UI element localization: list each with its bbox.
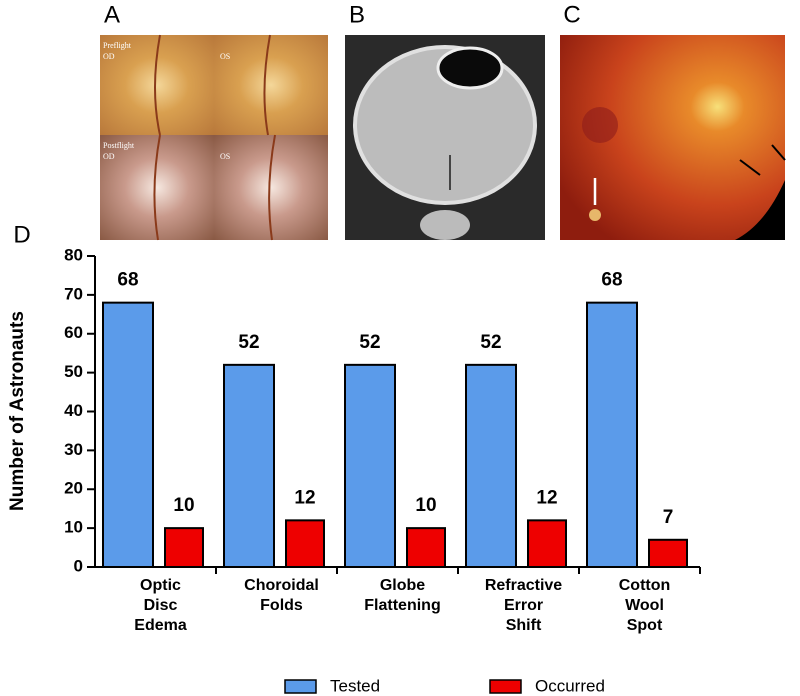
bar	[344, 363, 396, 568]
panel-b-image	[345, 35, 545, 240]
image-text: OD	[103, 152, 115, 161]
bar	[164, 527, 204, 568]
y-tick-label: 50	[64, 362, 83, 381]
x-tick-label: Cotton	[619, 577, 671, 594]
data-label: 12	[536, 487, 557, 508]
x-tick-label: Flattening	[364, 597, 440, 614]
legend-label: Occurred	[535, 676, 605, 695]
panel-label: B	[349, 1, 365, 28]
panel-a-image	[100, 34, 328, 241]
x-tick-label: Shift	[506, 617, 542, 634]
image-text: OS	[220, 152, 230, 161]
y-tick-label: 60	[64, 323, 83, 342]
legend-swatch	[489, 679, 522, 694]
y-tick-label: 40	[64, 401, 83, 420]
bar	[586, 301, 638, 568]
data-label: 68	[601, 270, 622, 291]
panel-c-image	[560, 35, 786, 240]
y-tick-label: 0	[74, 556, 83, 575]
panel-label: D	[13, 221, 30, 248]
x-tick-label: Disc	[144, 597, 178, 614]
data-label: 52	[238, 332, 259, 353]
data-label: 10	[415, 495, 436, 516]
x-tick-label: Optic	[140, 577, 181, 594]
y-tick-label: 80	[64, 245, 83, 264]
data-label: 7	[663, 507, 674, 528]
image-text: OD	[103, 52, 115, 61]
legend-label: Tested	[330, 676, 380, 695]
data-label: 52	[359, 332, 380, 353]
legend-swatch	[284, 679, 317, 694]
bar	[648, 538, 688, 568]
bar	[223, 363, 275, 568]
data-label: 68	[117, 270, 138, 291]
data-label: 52	[480, 332, 501, 353]
y-tick-label: 70	[64, 284, 83, 303]
panel-label: C	[563, 1, 580, 28]
panel-label: A	[104, 1, 120, 28]
bar	[465, 363, 517, 568]
bar	[527, 519, 567, 568]
x-tick-label: Globe	[380, 577, 425, 594]
y-axis-label: Number of Astronauts	[7, 311, 28, 511]
y-tick-label: 30	[64, 440, 83, 459]
bar	[285, 519, 325, 568]
data-label: 12	[294, 487, 315, 508]
bar	[406, 527, 446, 568]
x-tick-label: Error	[504, 597, 543, 614]
x-tick-label: Choroidal	[244, 577, 319, 594]
x-tick-label: Folds	[260, 597, 303, 614]
image-text: OS	[220, 52, 230, 61]
y-tick-label: 20	[64, 479, 83, 498]
x-tick-label: Refractive	[485, 577, 562, 594]
x-tick-label: Edema	[134, 617, 187, 634]
x-tick-label: Spot	[627, 617, 663, 634]
image-text: Preflight	[103, 41, 132, 50]
x-tick-label: Wool	[625, 597, 664, 614]
bar	[102, 301, 154, 568]
data-label: 10	[173, 495, 194, 516]
image-text: Postflight	[103, 141, 135, 150]
y-tick-label: 10	[64, 518, 83, 537]
